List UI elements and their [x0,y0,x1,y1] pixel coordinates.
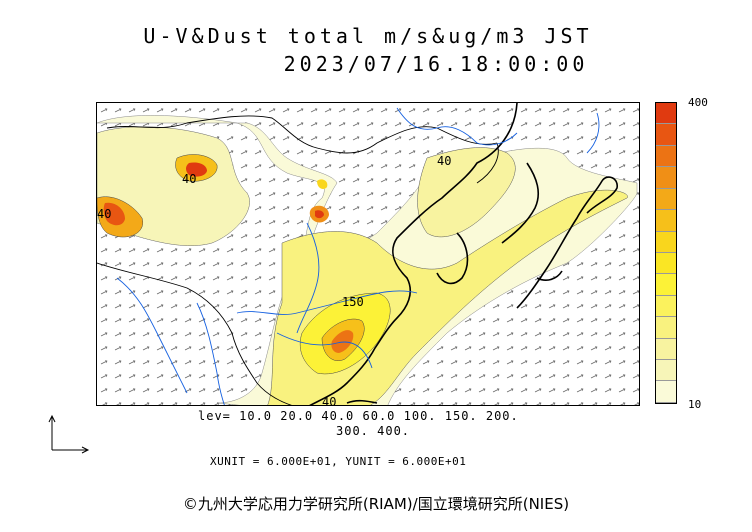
contour-label: 40 [97,207,111,221]
colorbar-segment [656,381,676,403]
dust-map: 40 40 150 40 40 [96,102,640,406]
colorbar-segment [656,317,676,339]
units-line: XUNIT = 6.000E+01, YUNIT = 6.000E+01 [210,455,467,468]
rivers [116,107,600,405]
map-canvas: 40 40 150 40 40 [97,103,639,406]
copyright-notice: ©九州大学応用力学研究所(RIAM)/国立環境研究所(NIES) [182,495,570,513]
coastlines [309,103,618,405]
colorbar-segment [656,231,676,253]
colorbar-segment [656,338,676,361]
dust-plume-layers [97,115,638,405]
colorbar [655,102,677,404]
contour-label: 40 [437,154,451,168]
colorbar-segment [656,360,676,382]
contour-levels-line2: 300. 400. [336,424,411,438]
colorbar-segment [656,210,676,232]
reference-vector-icon [48,414,90,454]
colorbar-segment [656,103,676,125]
colorbar-segment [656,145,676,168]
colorbar-segment [656,295,676,318]
contour-label: 40 [322,395,336,406]
colorbar-min-label: 10 [688,398,702,411]
contour-levels-line1: lev= 10.0 20.0 40.0 60.0 100. 150. 200. [198,409,519,423]
colorbar-segment [656,124,676,146]
contour-labels: 40 40 150 40 40 [97,154,451,406]
colorbar-segment [656,274,676,296]
colorbar-segment [656,188,676,211]
colorbar-segment [656,252,676,275]
colorbar-segment [656,167,676,189]
colorbar-max-label: 400 [688,96,708,109]
map-datetime: 2023/07/16.18:00:00 [283,52,589,76]
contour-label: 40 [182,172,196,186]
map-title: U-V&Dust total m/s&ug/m3 JST [143,24,593,48]
contour-label: 150 [342,295,364,309]
